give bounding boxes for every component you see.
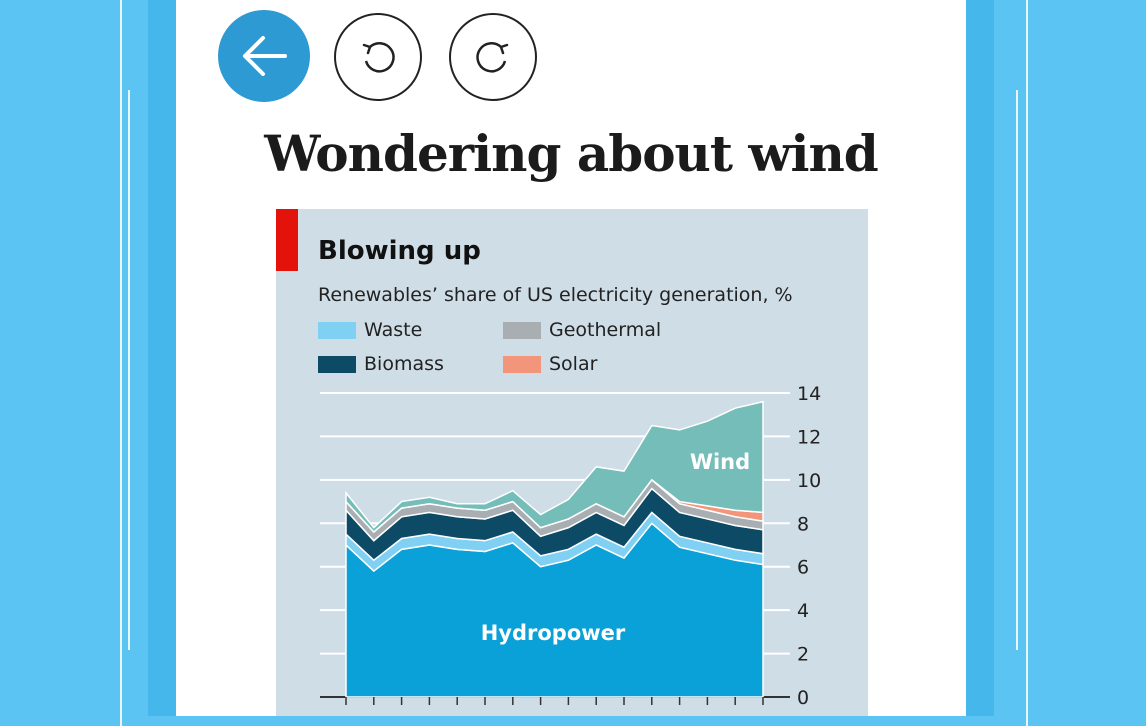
frame-line-left-inner	[128, 90, 138, 650]
y-tick-label: 10	[797, 470, 821, 492]
legend-label: Biomass	[364, 353, 444, 375]
device-edge-right	[966, 0, 994, 716]
legend-item-waste: Waste	[318, 319, 422, 341]
arrow-left-icon	[243, 36, 287, 76]
redo-button[interactable]	[449, 13, 537, 101]
y-tick-label: 6	[797, 557, 809, 579]
area-wind	[345, 400, 764, 534]
legend-swatch-biomass	[318, 355, 356, 373]
legend-label: Solar	[549, 353, 598, 375]
y-tick-label: 4	[797, 600, 809, 622]
undo-button[interactable]	[334, 13, 422, 101]
annotation-hydropower: Hydropower	[481, 621, 626, 645]
legend-swatch-solar	[503, 355, 541, 373]
annotation-wind: Wind	[690, 450, 750, 474]
frame-line-left-outer	[100, 0, 122, 726]
undo-icon	[362, 42, 395, 73]
legend-swatch-waste	[318, 321, 356, 339]
y-tick-label: 2	[797, 644, 809, 666]
redo-icon	[476, 42, 509, 73]
frame-line-right-inner	[1008, 90, 1018, 650]
legend-item-biomass: Biomass	[318, 353, 444, 375]
legend-label: Geothermal	[549, 319, 662, 341]
device-edge-left	[148, 0, 176, 716]
back-button[interactable]	[218, 10, 310, 102]
chart-subtitle: Renewables’ share of US electricity gene…	[318, 284, 793, 306]
y-tick-label: 8	[797, 513, 809, 535]
chart-accent-bar	[276, 209, 298, 271]
chart-title: Blowing up	[318, 236, 481, 266]
article-title: Wondering about wind	[264, 124, 879, 183]
legend-label: Waste	[364, 319, 423, 341]
legend-item-geothermal: Geothermal	[503, 319, 661, 341]
legend-swatch-geothermal	[503, 321, 541, 339]
frame-line-right-outer	[1026, 0, 1048, 726]
y-tick-label: 0	[797, 687, 809, 709]
legend-item-solar: Solar	[503, 353, 597, 375]
y-tick-label: 14	[797, 383, 821, 405]
y-tick-label: 12	[797, 426, 821, 448]
